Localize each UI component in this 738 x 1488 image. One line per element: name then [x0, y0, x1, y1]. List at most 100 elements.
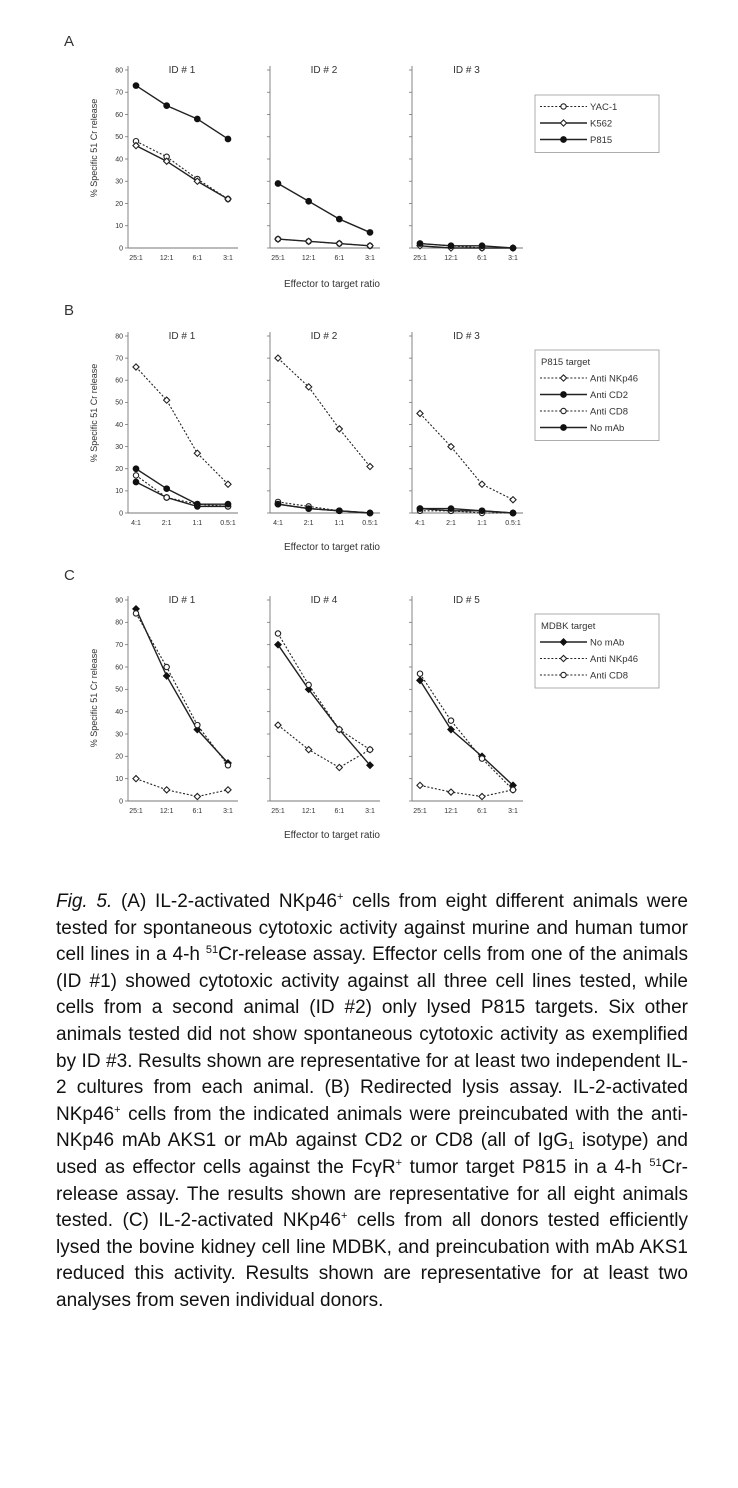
legend-entry: Anti CD8	[540, 671, 628, 682]
marker-filled-diamond	[274, 640, 282, 649]
marker-open-diamond	[304, 237, 313, 246]
series-line	[419, 673, 514, 791]
subplot-2: ID # 2 25:1 12:1 6:1 3:1	[267, 65, 380, 262]
legend-label: Anti NKp46	[590, 654, 638, 665]
marker-open-circle	[132, 472, 140, 479]
series-line	[277, 644, 371, 766]
series-p815	[416, 240, 517, 252]
legend-box	[534, 94, 660, 153]
y-tick-label: 0	[119, 510, 123, 517]
legend-entry: No mAb	[540, 423, 624, 434]
x-tick-label: 0.5:1	[220, 520, 236, 527]
x-tick-label: 3:1	[365, 808, 375, 815]
marker-filled-circle	[447, 505, 455, 512]
marker-open-circle	[560, 671, 567, 679]
marker-open-diamond	[478, 480, 486, 489]
marker-filled-diamond	[304, 685, 313, 694]
series-line	[135, 366, 229, 485]
marker-open-diamond	[193, 792, 202, 801]
subplot-3: ID # 3 25:1 12:1 6:1 3:1	[409, 65, 523, 262]
subplot-title: ID # 2	[311, 65, 338, 76]
series-line	[277, 238, 371, 247]
legend-label: P815	[590, 135, 612, 146]
x-tick-label: 12:1	[302, 808, 316, 815]
caption-segment: +	[114, 1103, 121, 1116]
series-p815	[132, 82, 232, 143]
marker-open-circle	[194, 721, 201, 729]
x-tick-label: 25:1	[129, 255, 143, 262]
series-line	[419, 245, 513, 249]
y-tick-label: 50	[115, 687, 123, 694]
y-tick-label: 20	[115, 754, 123, 761]
panel-letter: C	[64, 567, 75, 584]
series-anti-nkp46	[416, 409, 517, 504]
x-tick-label: 12:1	[160, 255, 174, 262]
y-tick-label: 70	[115, 355, 123, 362]
marker-open-diamond	[224, 195, 232, 203]
series-line	[135, 145, 229, 200]
x-tick-label: 1:1	[477, 520, 487, 527]
marker-open-diamond	[274, 354, 282, 363]
legend-entry: P815	[540, 135, 612, 146]
marker-filled-circle	[224, 135, 232, 143]
marker-filled-circle	[366, 509, 374, 517]
x-axis-label: Effector to target ratio	[284, 279, 380, 290]
x-tick-label: 25:1	[271, 808, 285, 815]
series-line	[277, 503, 371, 514]
series-anti-nkp46	[416, 781, 517, 801]
series-line	[277, 357, 371, 467]
y-tick-label: 60	[115, 378, 123, 385]
subplot-3: ID # 5 25:1 12:1 6:1 3:1	[409, 595, 523, 815]
y-axis-label: % Specific 51 Cr release	[89, 364, 99, 463]
x-tick-label: 6:1	[192, 255, 202, 262]
y-axis-label: % Specific 51 Cr release	[89, 649, 99, 748]
marker-filled-circle	[274, 500, 282, 508]
marker-open-diamond	[416, 409, 424, 418]
y-tick-label: 90	[115, 597, 123, 604]
marker-open-diamond	[559, 654, 568, 663]
series-anti-cd8	[274, 630, 374, 753]
legend-label: Anti NKp46	[590, 374, 638, 385]
caption-segment: (A) IL-2-activated NKp46	[112, 891, 337, 912]
marker-filled-circle	[509, 244, 517, 252]
marker-open-circle	[336, 726, 343, 733]
x-axis-label: Effector to target ratio	[284, 830, 380, 841]
legend-label: Anti CD8	[590, 671, 628, 682]
marker-open-diamond	[132, 141, 140, 150]
subplot-title: ID # 5	[453, 595, 480, 606]
marker-filled-circle	[224, 500, 232, 508]
marker-open-circle	[560, 103, 567, 110]
subplot-2: ID # 2 4:1 2:1 1:1 0.5:1	[267, 331, 380, 527]
caption-segment: 1	[568, 1140, 575, 1153]
marker-open-diamond	[132, 774, 140, 783]
marker-filled-circle	[416, 240, 424, 247]
caption-body: (A) IL-2-activated NKp46+ cells from eig…	[56, 891, 688, 1311]
x-tick-label: 3:1	[508, 808, 518, 815]
legend: MDBK target No mAb Anti NKp46 Anti CD8	[534, 613, 660, 689]
legend-entry: Anti CD8	[540, 407, 628, 418]
x-tick-label: 1:1	[192, 520, 202, 527]
marker-open-diamond	[559, 374, 568, 382]
marker-filled-circle	[416, 505, 424, 512]
caption-segment: Cr-release assay. Effector cells from on…	[56, 944, 688, 1125]
marker-open-diamond	[559, 119, 568, 127]
panel-letter: B	[64, 302, 74, 319]
x-tick-label: 2:1	[446, 520, 456, 527]
x-tick-label: 2:1	[162, 520, 172, 527]
marker-open-diamond	[274, 235, 282, 243]
legend-label: YAC-1	[590, 102, 617, 113]
x-tick-label: 4:1	[131, 520, 141, 527]
marker-open-diamond	[447, 442, 455, 451]
marker-open-circle	[274, 630, 282, 637]
marker-filled-circle	[132, 478, 140, 486]
marker-filled-circle	[305, 505, 313, 512]
series-anti-nkp46	[132, 363, 232, 489]
marker-open-circle	[560, 407, 567, 415]
marker-open-diamond	[478, 792, 486, 801]
caption-segment: cells from the indicated animals were pr…	[56, 1103, 688, 1152]
y-tick-label: 60	[115, 664, 123, 671]
figure-label: Fig. 5.	[56, 891, 113, 912]
series-anti-nkp46	[274, 354, 374, 471]
series-line	[419, 784, 514, 798]
subplot-title: ID # 3	[453, 65, 480, 76]
